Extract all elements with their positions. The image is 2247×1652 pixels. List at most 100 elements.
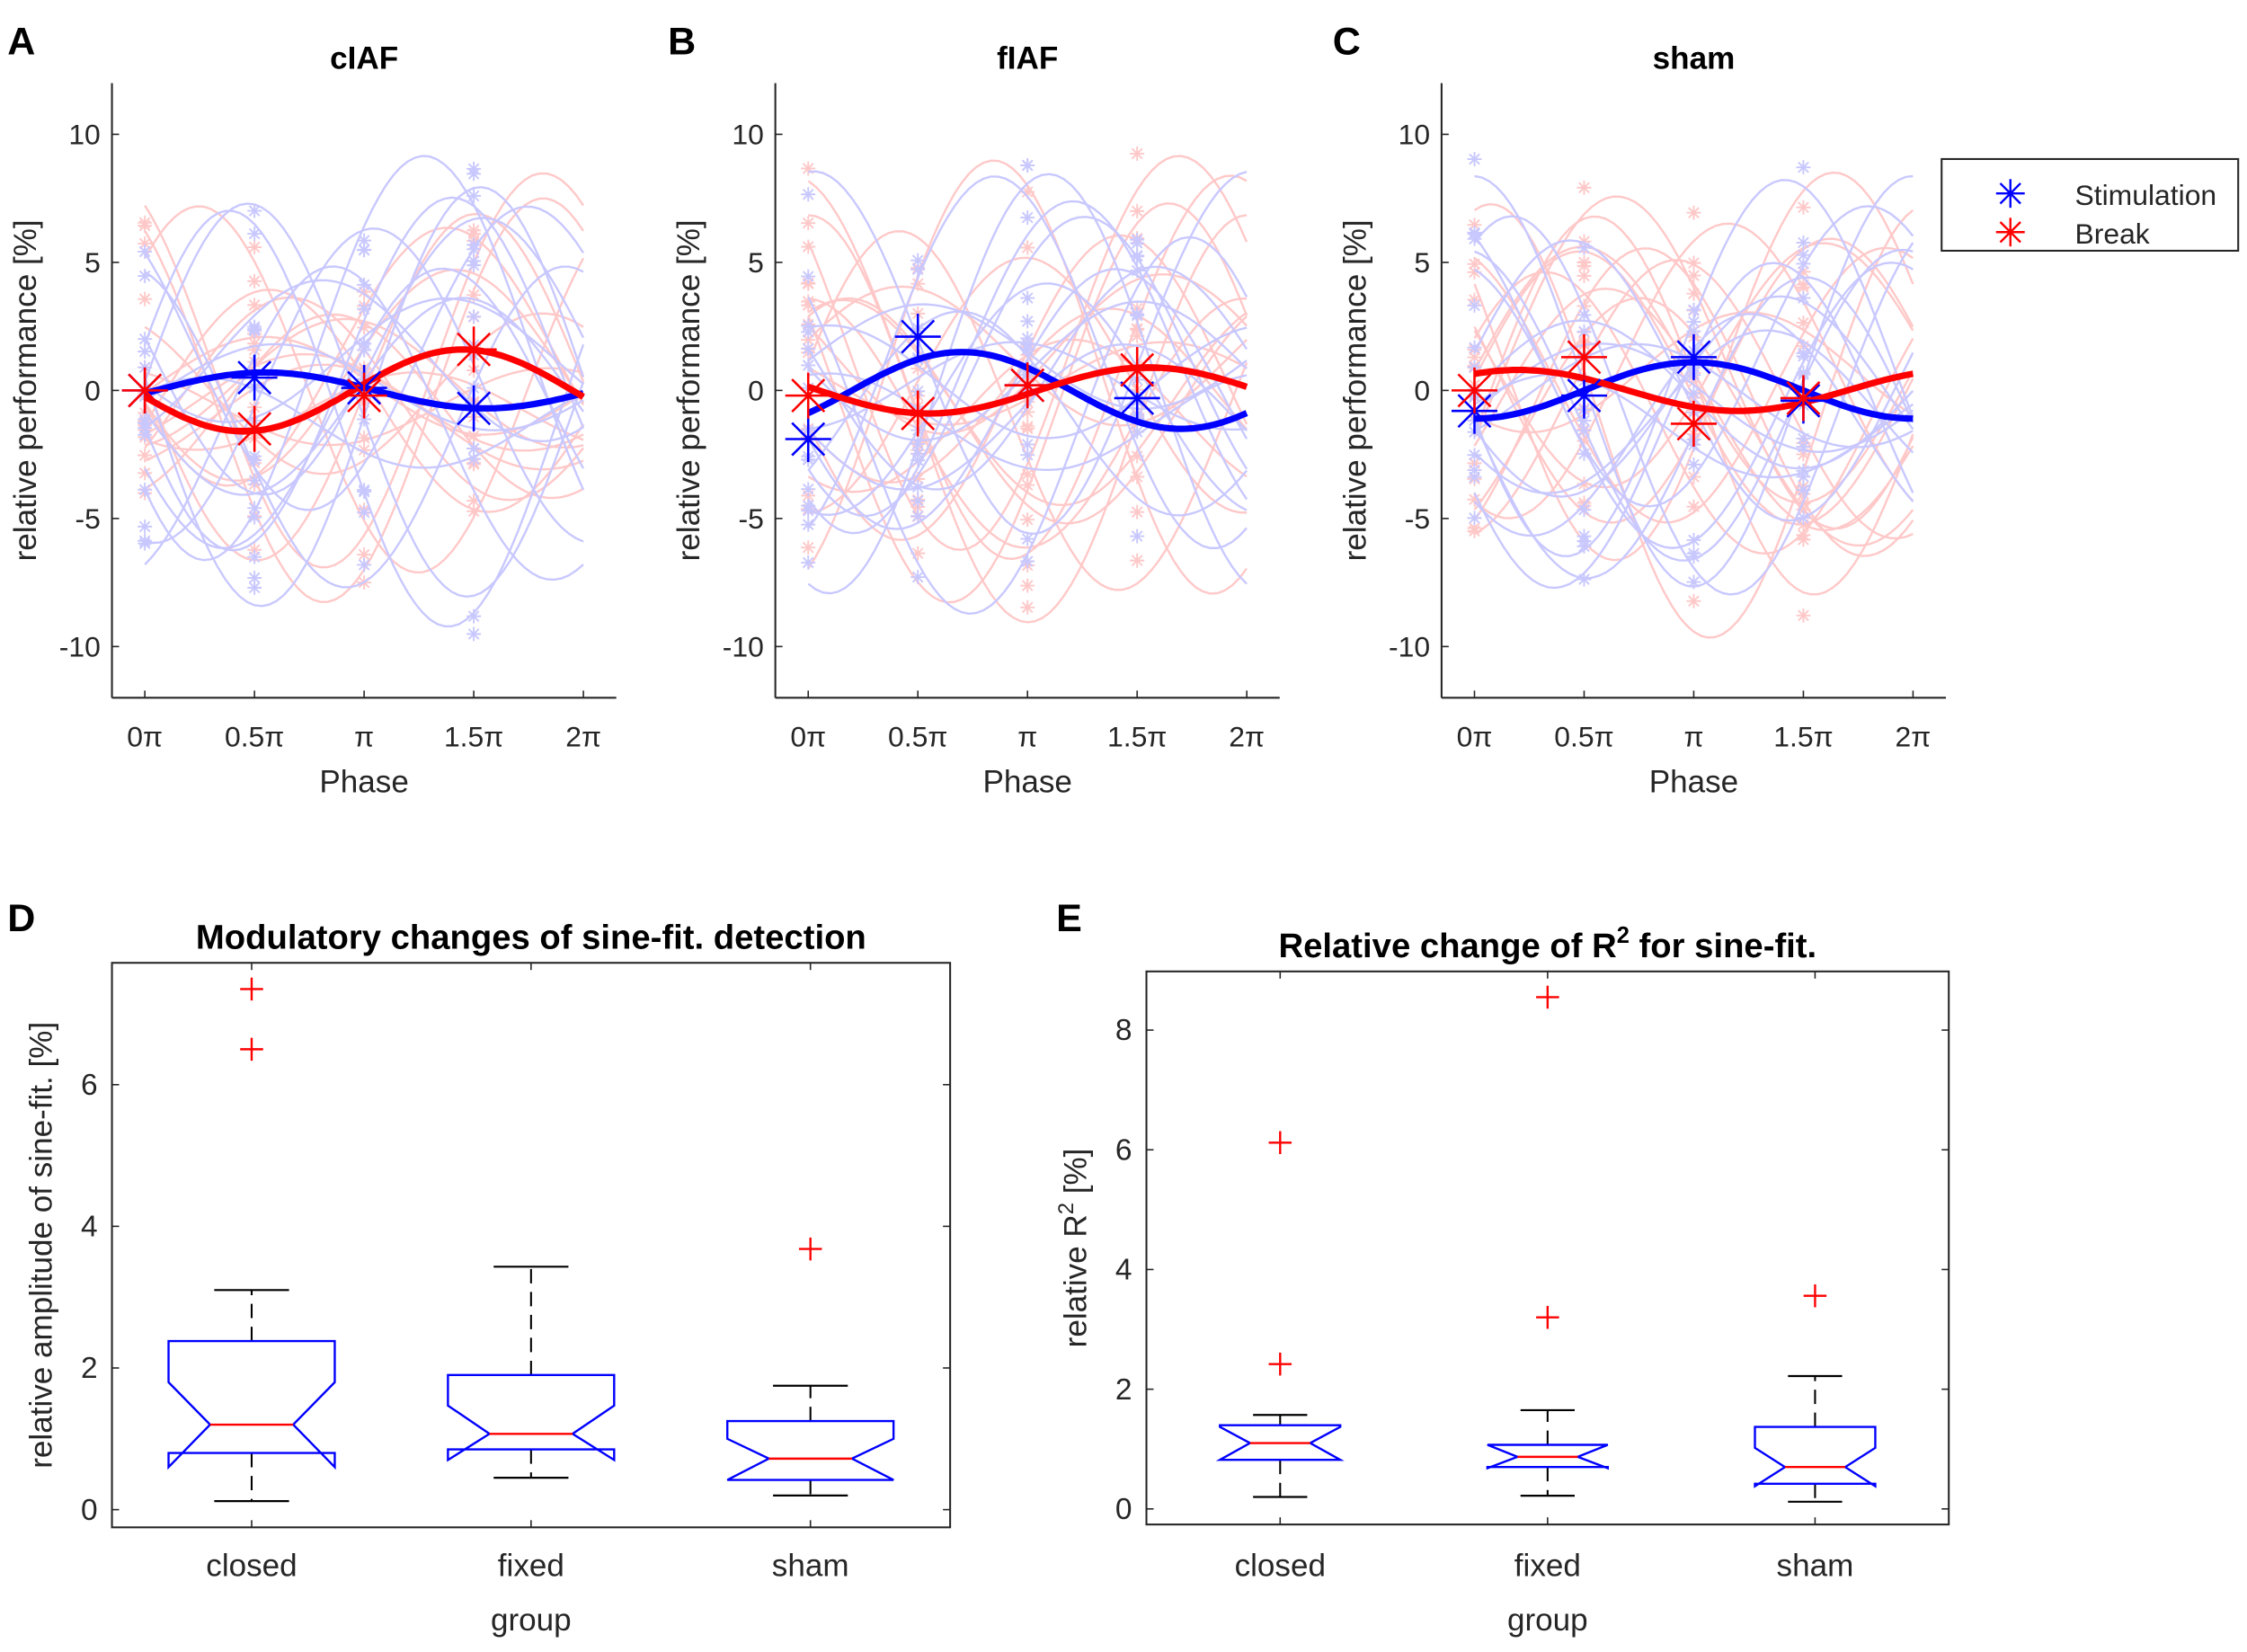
individual-point [1686, 286, 1701, 301]
chart-title-text: for sine-fit. [1630, 927, 1816, 965]
asterisk-stroke [1469, 464, 1480, 476]
asterisk-stroke [1578, 540, 1590, 553]
individual-fit-line [808, 256, 1248, 514]
asterisk-stroke [802, 163, 814, 174]
asterisk-stroke [1999, 182, 2021, 205]
individual-point [910, 262, 926, 277]
individual-point [466, 237, 482, 253]
asterisk-stroke [802, 217, 814, 229]
asterisk-stroke [802, 342, 814, 355]
break-mean-point [450, 326, 497, 373]
asterisk-stroke [1688, 458, 1700, 471]
y-axis-label-text: [%] [1059, 1149, 1094, 1203]
x-tick-label: 2π [565, 721, 601, 753]
individual-point [801, 161, 816, 176]
y-axis-label-superscript: 2 [1054, 1203, 1079, 1214]
asterisk-stroke [1688, 501, 1700, 512]
asterisk-stroke [467, 505, 480, 518]
panel-letter: B [668, 21, 696, 64]
individual-fit-line [1474, 174, 1914, 588]
asterisk-stroke [1798, 292, 1809, 304]
y-tick-label: 0 [84, 375, 101, 407]
individual-point [1686, 386, 1701, 401]
individual-point [466, 253, 482, 269]
individual-point [1467, 448, 1482, 463]
asterisk-stroke [248, 227, 261, 240]
x-tick-label: π [354, 721, 374, 753]
asterisk-stroke [1578, 503, 1590, 516]
y-tick-label: 0 [1115, 1493, 1132, 1526]
asterisk-stroke [802, 326, 814, 338]
asterisk-stroke [791, 378, 826, 413]
break-mean-point [1451, 367, 1497, 413]
individual-point [1130, 249, 1145, 264]
stimulation-mean-point [231, 354, 278, 401]
notched-box [447, 1373, 616, 1462]
individual-point [1130, 528, 1145, 544]
individual-point [138, 519, 153, 534]
chart-title-superscript: 2 [1617, 923, 1630, 948]
y-tick-label: 8 [1115, 1014, 1132, 1047]
individual-point [247, 452, 262, 467]
asterisk-stroke [1578, 256, 1590, 269]
asterisk-stroke [1469, 361, 1480, 373]
asterisk-stroke [237, 360, 272, 395]
individual-fit-line [144, 209, 585, 627]
asterisk-stroke [467, 190, 480, 202]
asterisk-stroke [248, 241, 261, 253]
individual-point [247, 240, 262, 255]
break-mean-point [231, 405, 278, 452]
asterisk-stroke [1798, 316, 1809, 329]
chart-title-text: Modulatory changes of sine-fit. detectio… [196, 918, 866, 956]
asterisk-stroke [347, 378, 382, 413]
individual-point [801, 342, 816, 356]
individual-point [1130, 232, 1145, 247]
panel-d: D Modulatory changes of sine-fit. detecti… [7, 897, 952, 1638]
individual-fit-line [1473, 179, 1914, 557]
individual-point [801, 503, 816, 519]
asterisk-stroke [1688, 550, 1700, 563]
individual-fit-line [807, 235, 1248, 615]
asterisk-stroke [1676, 406, 1711, 441]
asterisk-stroke [457, 391, 492, 426]
x-tick-label: 0π [127, 721, 163, 753]
individual-point [1467, 340, 1482, 355]
legend-marker [1995, 179, 2025, 209]
individual-point [1796, 469, 1811, 484]
individual-point [1130, 308, 1145, 324]
individual-point [466, 441, 482, 457]
y-tick-label: -5 [1405, 502, 1430, 535]
y-tick-label: 0 [1414, 375, 1430, 407]
asterisk-stroke [248, 502, 261, 514]
individual-fit-line [807, 268, 1248, 530]
asterisk-stroke [1131, 555, 1143, 566]
y-axis-label: relative performance [%] [671, 219, 706, 561]
individual-point [1796, 200, 1811, 215]
y-tick-label: 4 [81, 1211, 98, 1244]
y-tick-label: 5 [748, 246, 764, 279]
asterisk-stroke [911, 454, 924, 466]
individual-point [1130, 203, 1145, 218]
asterisk-stroke [1131, 250, 1143, 262]
x-tick-label: 1.5π [1107, 721, 1167, 753]
outlier-marker [240, 977, 263, 1001]
outlier-marker [798, 1237, 822, 1261]
asterisk-stroke [802, 556, 814, 569]
asterisk-stroke [802, 188, 814, 200]
asterisk-stroke [358, 548, 370, 561]
asterisk-stroke [1567, 340, 1602, 375]
asterisk-stroke [1469, 351, 1480, 363]
individual-point [1686, 499, 1701, 514]
individual-point [1020, 314, 1035, 329]
individual-point [801, 358, 816, 373]
individual-point [1020, 342, 1035, 357]
asterisk-stroke [1999, 221, 2021, 244]
asterisk-stroke [1578, 242, 1590, 253]
asterisk-stroke [1798, 609, 1809, 622]
legend-label: Break [2074, 218, 2149, 250]
asterisk-stroke [138, 270, 151, 282]
y-tick-label: 10 [68, 119, 100, 151]
asterisk-stroke [248, 299, 261, 311]
individual-point [1796, 511, 1811, 526]
